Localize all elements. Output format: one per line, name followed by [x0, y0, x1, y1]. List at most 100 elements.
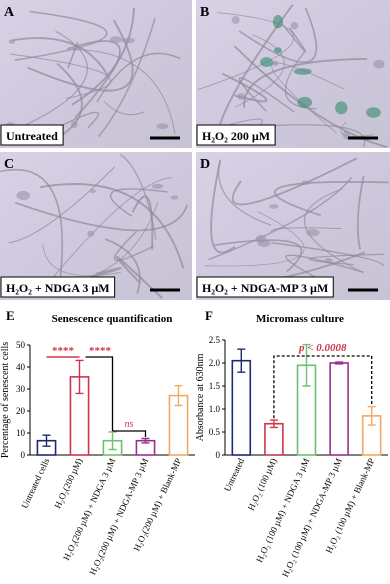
cell-process	[8, 166, 116, 244]
cell-body	[151, 183, 164, 189]
cell-body	[301, 180, 310, 186]
cell-process	[103, 100, 145, 116]
cell-process	[10, 53, 112, 99]
cell-body	[290, 21, 299, 30]
y-tick-label: 2.5	[209, 335, 221, 345]
cell-process	[113, 230, 154, 262]
cell-process	[208, 176, 353, 261]
panel-letter: F	[205, 308, 213, 323]
cell-body	[257, 239, 271, 248]
cell-process	[131, 195, 154, 250]
bar	[329, 362, 349, 456]
significance-bracket	[112, 430, 147, 437]
error-bar	[269, 419, 278, 429]
micrograph	[0, 152, 192, 300]
cell-process	[39, 183, 185, 269]
cell-process	[0, 169, 63, 289]
y-tick-label: 0	[21, 450, 26, 460]
micrograph	[0, 0, 192, 148]
cell-body	[16, 190, 30, 201]
stain-blob	[272, 14, 284, 29]
significance-label: ****	[89, 345, 112, 357]
stain-blob	[335, 101, 348, 115]
cell-body	[269, 204, 279, 209]
y-tick-label: 20	[16, 406, 26, 416]
x-tick-label: H₂O₂ (100 µM) + NDGA-MP 3 µM	[280, 457, 344, 579]
cell-body	[170, 195, 179, 200]
cell-body	[271, 60, 279, 66]
cell-process	[27, 19, 134, 92]
panel-letter: A	[4, 5, 15, 20]
panel-caption: H₂O₂ 200 µM	[202, 129, 270, 143]
cell-process	[96, 52, 181, 103]
y-tick-label: 50	[16, 340, 26, 350]
cell-process	[238, 7, 318, 64]
x-tick-label: Untreated	[222, 456, 246, 493]
y-tick-label: 2.0	[209, 358, 221, 368]
stain-blob	[293, 68, 312, 75]
panel-letter: C	[4, 157, 14, 172]
panel-caption: H₂O₂ + NDGA-MP 3 µM	[202, 281, 328, 295]
error-bar	[335, 361, 344, 365]
stain-blob	[273, 47, 282, 54]
cell-process	[71, 49, 176, 135]
cell-process	[67, 41, 79, 69]
significance-bracket	[273, 355, 373, 419]
x-tick-label: H₂O₂ (100 µM)	[246, 457, 279, 512]
cell-process	[233, 45, 388, 149]
cell-body	[324, 258, 333, 264]
panel-letter: D	[200, 157, 210, 172]
y-tick-label: 30	[16, 384, 26, 394]
cell-body	[156, 123, 169, 130]
cell-process	[119, 153, 157, 240]
panel-letter: B	[200, 5, 209, 20]
x-tick-label: H₂O₂(200 µM)	[52, 457, 84, 510]
y-tick-label: 0	[216, 450, 221, 460]
cell-body	[70, 120, 78, 128]
cell-process	[14, 10, 108, 61]
cell-process	[270, 227, 342, 233]
panel-caption: Untreated	[6, 129, 58, 143]
cell-process	[204, 211, 305, 267]
cell-process	[0, 30, 88, 137]
cell-process	[40, 177, 173, 293]
error-bar	[302, 343, 311, 387]
error-bar	[75, 359, 84, 395]
cell-body	[121, 37, 135, 44]
cell-process	[109, 188, 168, 217]
cell-process	[14, 201, 189, 232]
panel-caption: H₂O₂ + NDGA 3 µM	[6, 281, 110, 295]
panel-letter: E	[6, 308, 15, 323]
significance-bracket	[85, 356, 114, 431]
cell-process	[356, 175, 365, 250]
significance-label: ****	[52, 345, 75, 357]
cell-process	[271, 62, 345, 134]
cell-body	[237, 93, 246, 100]
cell-process	[11, 37, 109, 76]
cell-process	[81, 267, 122, 282]
error-bar	[108, 431, 117, 451]
cell-body	[110, 36, 123, 44]
cell-body	[306, 228, 320, 237]
error-bar	[174, 385, 183, 407]
y-tick-label: 10	[16, 428, 26, 438]
micrograph	[196, 152, 390, 300]
cell-process	[231, 157, 358, 206]
cell-body	[89, 188, 96, 194]
cell-process	[42, 243, 121, 277]
stain-blob	[297, 96, 313, 108]
cell-process	[104, 238, 141, 294]
bar	[231, 359, 252, 456]
caption-box	[196, 124, 276, 146]
y-tick-label: 1.0	[209, 404, 221, 414]
x-tick-label: Untreated cells	[19, 456, 51, 510]
cell-process	[115, 256, 163, 299]
caption-box	[0, 276, 116, 298]
cell-process	[214, 239, 303, 273]
stain-blob	[366, 107, 381, 118]
cell-process	[210, 159, 236, 254]
caption-box	[0, 124, 64, 146]
cell-process	[97, 17, 156, 138]
